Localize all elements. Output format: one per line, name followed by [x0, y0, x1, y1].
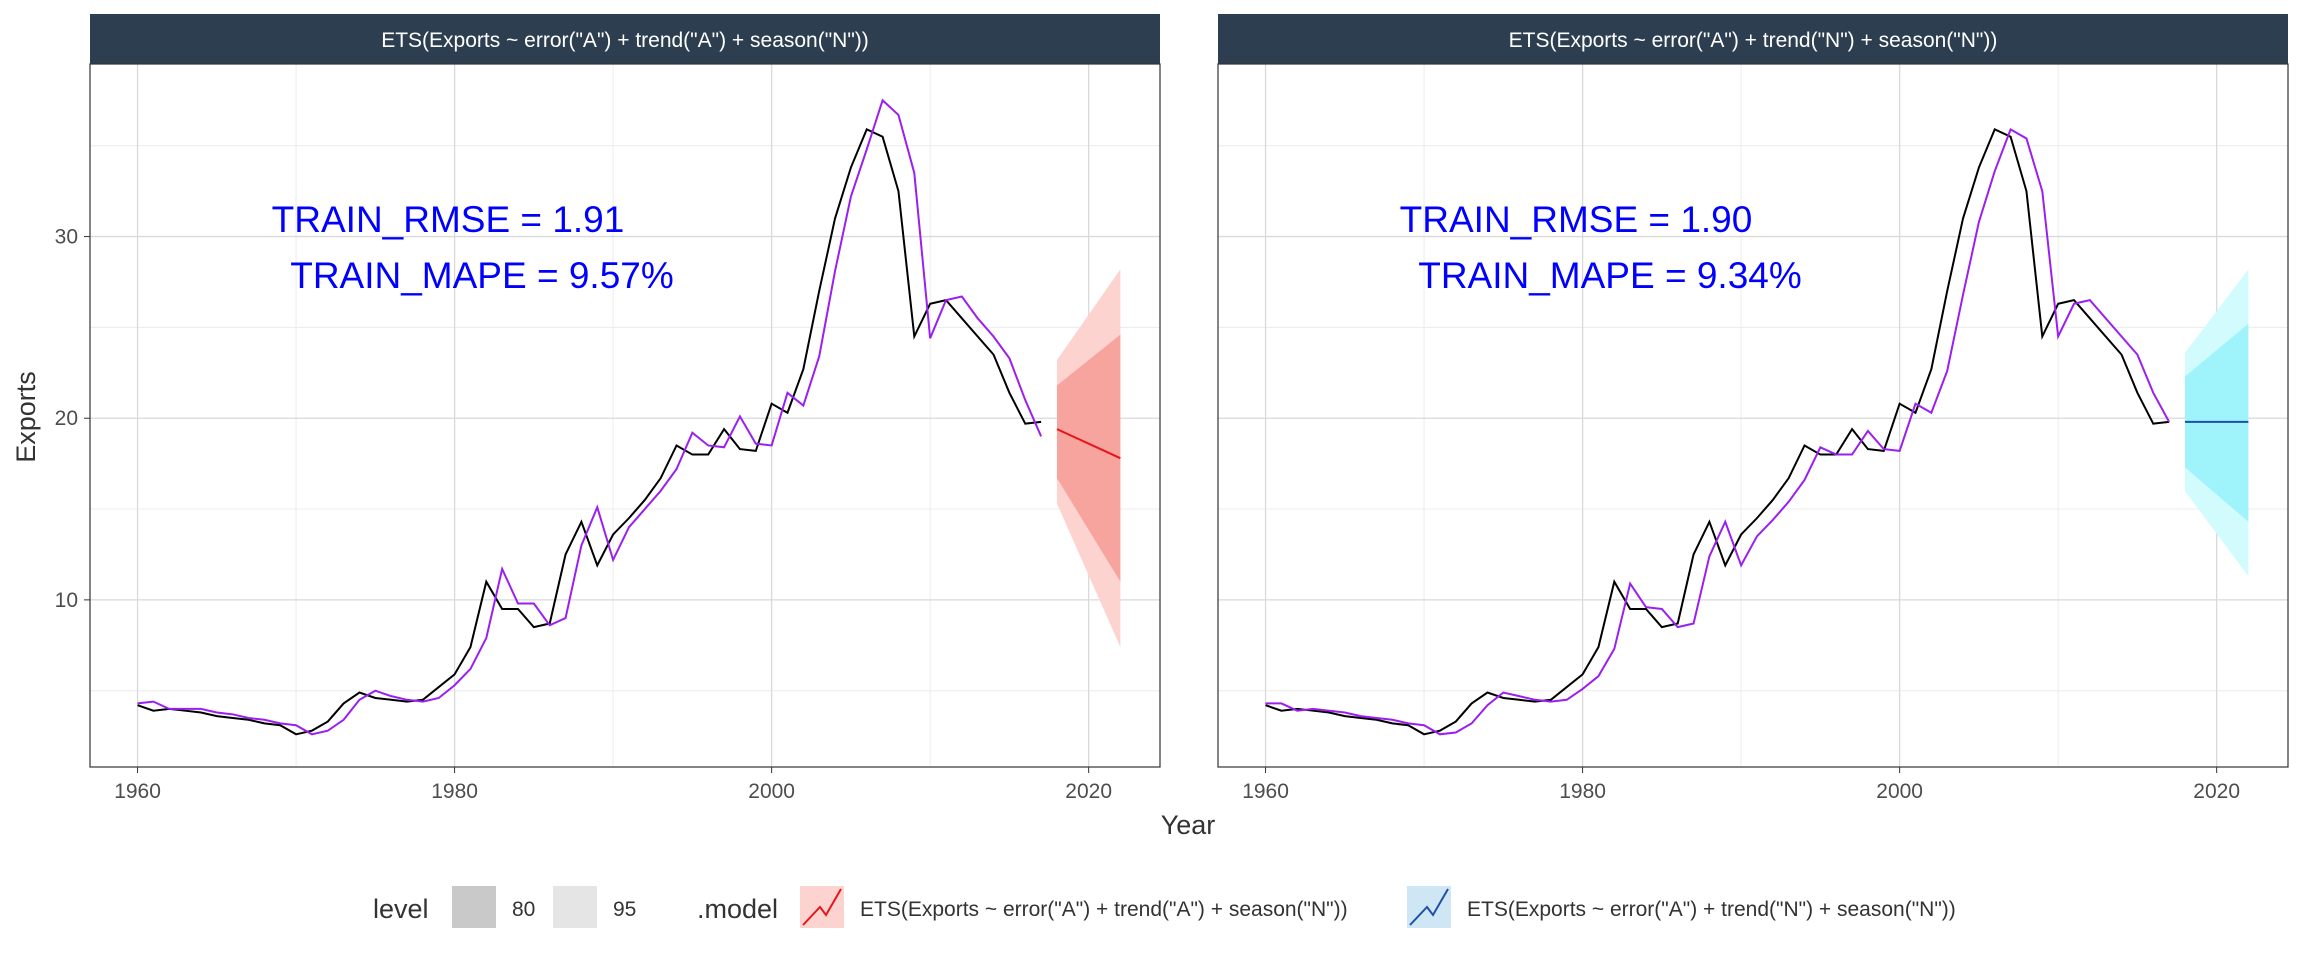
legend-model-title: .model	[697, 894, 778, 924]
series-forecast-mean	[1056, 428, 1121, 460]
annotation-train-rmse: TRAIN_RMSE = 1.91	[272, 199, 625, 240]
x-tick-label: 1980	[1559, 780, 1606, 803]
legend-key-level-95	[553, 886, 597, 928]
panel-border	[1217, 63, 2289, 768]
x-tick-label: 1980	[431, 780, 478, 803]
facet-strip-label: ETS(Exports ~ error("A") + trend("N") + …	[1509, 29, 1998, 52]
legend-key-model-2-line	[1409, 888, 1449, 926]
facet-strip-label: ETS(Exports ~ error("A") + trend("A") + …	[381, 29, 869, 52]
legend-label-model-2: ETS(Exports ~ error("A") + trend("N") + …	[1467, 898, 1956, 921]
x-tick-label: 2000	[748, 780, 795, 803]
legend: level 80 95 .model ETS(Exports ~ error("…	[373, 886, 1956, 928]
legend-label-level-80: 80	[512, 898, 535, 921]
y-axis-title: Exports	[11, 371, 41, 463]
legend-level-title: level	[373, 894, 429, 924]
series-actual-exports	[1265, 128, 2170, 736]
legend-label-model-1: ETS(Exports ~ error("A") + trend("A") + …	[860, 898, 1348, 921]
series-fitted	[137, 98, 1043, 736]
annotation-train-mape: TRAIN_MAPE = 9.57%	[290, 255, 674, 296]
x-tick-label: 1960	[114, 780, 161, 803]
panel-background	[90, 64, 1160, 767]
panel-1: ETS(Exports ~ error("A") + trend("A") + …	[55, 14, 1161, 803]
facet-panels: ETS(Exports ~ error("A") + trend("A") + …	[55, 14, 2289, 803]
x-tick-label: 2020	[2193, 780, 2240, 803]
x-tick-label: 2020	[1065, 780, 1112, 803]
annotation-train-rmse: TRAIN_RMSE = 1.90	[1400, 199, 1753, 240]
panel-border	[89, 63, 1161, 768]
y-tick-label: 20	[55, 407, 78, 430]
series-actual-exports	[137, 128, 1042, 736]
panel-background	[1218, 64, 2288, 767]
legend-label-level-95: 95	[613, 898, 636, 921]
legend-key-level-80	[452, 886, 496, 928]
legend-key-model-1-line	[802, 888, 842, 926]
x-tick-label: 2000	[1876, 780, 1923, 803]
facet-strip	[1218, 14, 2288, 64]
annotation-train-mape: TRAIN_MAPE = 9.34%	[1418, 255, 1802, 296]
series-fitted	[1265, 127, 2170, 736]
y-tick-label: 30	[55, 226, 78, 249]
x-axis-title: Year	[1161, 810, 1216, 840]
facet-strip	[90, 14, 1160, 64]
forecast-band-80	[1056, 334, 1121, 582]
y-tick-label: 10	[55, 589, 78, 612]
panel-2: ETS(Exports ~ error("A") + trend("N") + …	[1217, 14, 2289, 803]
x-tick-label: 1960	[1242, 780, 1289, 803]
